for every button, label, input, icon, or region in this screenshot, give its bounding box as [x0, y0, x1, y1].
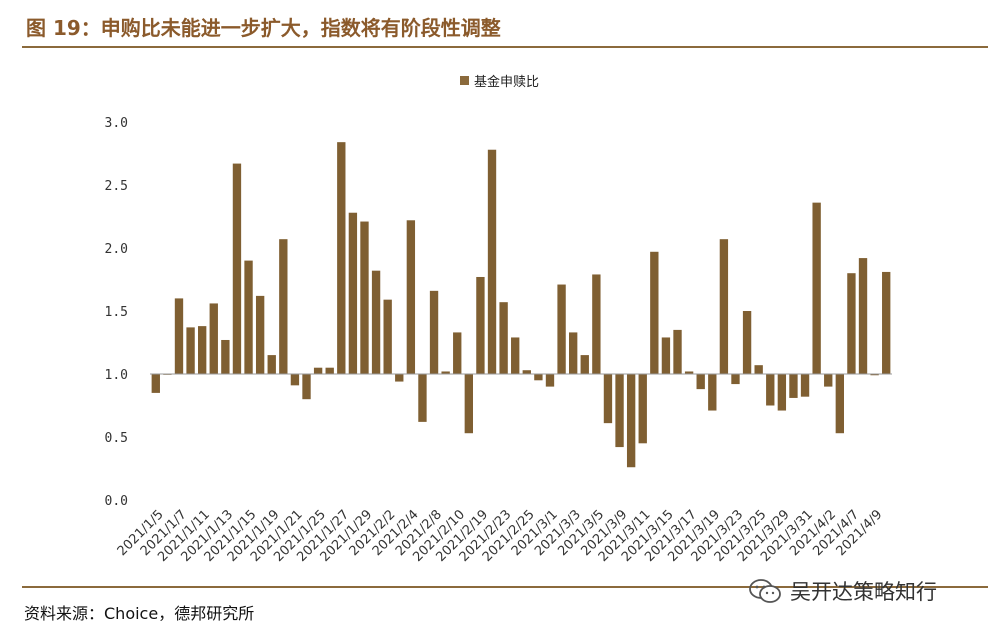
bar	[754, 365, 763, 374]
bar	[870, 374, 879, 376]
bar	[395, 374, 404, 382]
bar	[858, 258, 868, 374]
bar	[882, 271, 891, 374]
bar	[603, 374, 613, 424]
legend-swatch	[460, 76, 469, 85]
bar	[348, 212, 358, 374]
bar	[464, 374, 473, 434]
bar	[302, 374, 311, 400]
y-tick-label: 0.5	[105, 431, 128, 446]
bar	[615, 374, 624, 448]
bar	[835, 374, 844, 434]
bar	[337, 142, 346, 374]
bar	[255, 295, 265, 374]
y-tick-label: 2.0	[105, 242, 128, 257]
legend-label: 基金申赎比	[474, 75, 540, 90]
bar	[684, 371, 694, 374]
bar	[545, 374, 555, 387]
bar	[569, 332, 578, 374]
bar	[626, 374, 636, 468]
top-divider	[22, 46, 988, 48]
bar	[789, 374, 798, 398]
bar	[824, 374, 833, 387]
bar	[522, 370, 531, 374]
bar	[360, 221, 369, 374]
bar	[673, 329, 682, 374]
bar	[650, 251, 659, 374]
bar	[557, 284, 566, 374]
bar	[209, 303, 218, 374]
bar	[221, 339, 230, 374]
y-tick-label: 2.5	[105, 179, 128, 194]
bar	[232, 163, 242, 374]
page-title: 图 19：申购比未能进一步扩大，指数将有阶段性调整	[26, 16, 501, 40]
bar	[441, 371, 450, 374]
watermark: 吴开达策略知行	[748, 576, 937, 606]
bar	[406, 220, 416, 374]
watermark-text: 吴开达策略知行	[790, 580, 937, 604]
bar	[151, 374, 160, 393]
y-tick-label: 3.0	[105, 116, 128, 131]
bar	[186, 327, 195, 374]
y-tick-label: 1.0	[105, 368, 128, 383]
bottom-divider	[22, 586, 988, 588]
bar	[812, 202, 821, 374]
bar	[638, 374, 647, 444]
bar	[511, 337, 520, 374]
bar	[800, 374, 810, 397]
bar	[279, 239, 288, 374]
bar	[290, 374, 300, 386]
bar	[708, 374, 717, 411]
bar	[731, 374, 740, 385]
bar	[592, 274, 601, 374]
bar	[313, 367, 323, 374]
bar	[244, 260, 253, 374]
y-tick-label: 1.5	[105, 305, 128, 320]
bar	[696, 374, 705, 390]
y-tick-label: 0.0	[105, 494, 128, 509]
bar	[198, 326, 207, 374]
bar	[476, 276, 485, 374]
bar	[418, 374, 427, 422]
bar	[661, 337, 671, 374]
bar	[777, 374, 787, 411]
bar	[174, 298, 184, 374]
bar	[371, 270, 381, 374]
bar	[719, 239, 729, 374]
wechat-icon	[749, 579, 781, 603]
bar	[267, 355, 276, 374]
bar	[742, 311, 752, 374]
bar	[580, 355, 589, 374]
bar	[325, 367, 334, 374]
source-note: 资料来源：Choice，德邦研究所	[24, 604, 255, 623]
bar	[499, 302, 508, 374]
chart-legend: 基金申赎比	[460, 71, 539, 90]
bar	[453, 332, 462, 374]
bar	[429, 290, 439, 374]
bar	[766, 374, 775, 406]
bar	[383, 299, 392, 374]
bar	[847, 273, 856, 374]
bar	[534, 374, 543, 381]
bar	[487, 149, 497, 374]
